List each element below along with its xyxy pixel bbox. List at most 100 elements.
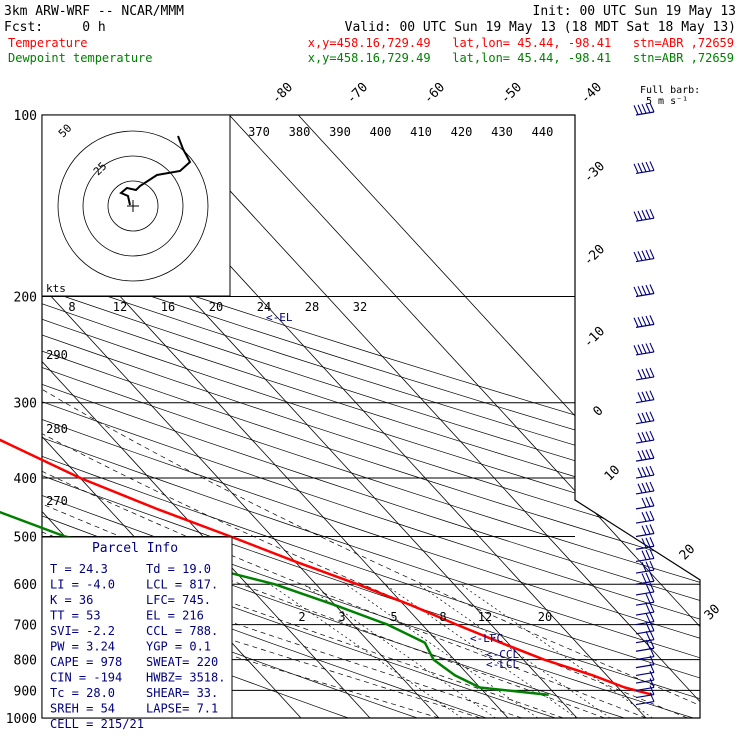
mixing-ratio-label: 12 [478, 610, 492, 624]
mixing-ratio-line [384, 583, 577, 718]
isotherm-line [228, 115, 700, 718]
dry-adiabat [42, 115, 700, 718]
mixing-ratio-line [460, 583, 653, 718]
barb-legend-title: Full barb: [640, 85, 700, 96]
theta-label: 370 [248, 125, 270, 139]
dewpoint-legend-label: Dewpoint temperature [8, 51, 153, 65]
wind-barb [633, 249, 655, 263]
theta-label: 270 [46, 494, 68, 508]
parcel-info-left: LI = -4.0 [50, 578, 115, 592]
isotherm-label: -60 [421, 80, 448, 107]
theta-label: 380 [289, 125, 311, 139]
wind-barb [635, 448, 655, 462]
hodograph-ring [82, 155, 184, 257]
isotherm-label: -70 [344, 80, 371, 107]
dewpoint-profile [0, 510, 549, 696]
dry-adiabat [42, 115, 700, 718]
mixing-ratio-line [417, 583, 611, 718]
theta-label: 410 [410, 125, 432, 139]
pressure-label: 800 [14, 654, 37, 669]
wind-barb [635, 537, 655, 550]
dry-adiabat [42, 115, 700, 718]
wind-barb [633, 284, 655, 298]
moist-adiabat [42, 296, 440, 718]
parcel-info-left: Tc = 28.0 [50, 686, 115, 700]
parcel-info-left: CAPE = 978 [50, 655, 122, 669]
parcel-info-left: PW = 3.24 [50, 640, 115, 654]
forecast-hour: Fcst: 0 h [4, 20, 106, 35]
dry-adiabat [42, 115, 700, 718]
parcel-info-left: CIN = -194 [50, 671, 122, 685]
parcel-info-right: LFC= 745. [146, 593, 211, 607]
mixing-ratio-label: 5 [390, 610, 397, 624]
theta-label: 290 [46, 348, 68, 362]
parcel-info-title: Parcel Info [92, 541, 178, 556]
dry-adiabat [42, 115, 700, 718]
isotherm-label: -80 [269, 80, 296, 107]
wind-barb [635, 692, 655, 706]
wind-barb [635, 572, 655, 585]
barb-legend-value: 5 m s⁻¹ [646, 96, 688, 107]
parcel-info-left: SREH = 54 [50, 702, 115, 716]
pressure-label: 300 [14, 397, 37, 412]
speed-axis-label: 16 [161, 300, 175, 314]
dry-adiabat [42, 115, 700, 718]
pressure-label: 1000 [6, 712, 37, 727]
theta-label: 390 [329, 125, 351, 139]
speed-axis-label: 28 [305, 300, 319, 314]
hodograph-ring [57, 130, 209, 282]
mixing-ratio-label: 20 [538, 610, 552, 624]
theta-label: 400 [370, 125, 392, 139]
parcel-info-left: T = 24.3 [50, 562, 108, 576]
mixing-ratio-line [269, 583, 463, 718]
isotherm-line [159, 115, 700, 718]
wind-barb [633, 102, 655, 116]
hodograph-units: kts [46, 282, 66, 295]
theta-label: 430 [491, 125, 513, 139]
model-title: 3km ARW-WRF -- NCAR/MMM [4, 4, 184, 19]
parcel-level-marker: <-LCL [486, 658, 519, 671]
pressure-label: 700 [14, 619, 37, 634]
mixing-ratio-line [345, 583, 538, 718]
mixing-ratio-label: 2 [298, 610, 305, 624]
parcel-info-right: SHEAR= 33. [146, 686, 218, 700]
wind-barb [635, 621, 655, 635]
mixing-ratio-label: 8 [439, 610, 446, 624]
isotherm-label: 10 [602, 463, 624, 485]
parcel-info-right: LCL = 817. [146, 578, 218, 592]
theta-label: 440 [532, 125, 554, 139]
pressure-label: 100 [14, 109, 37, 124]
dry-adiabat [42, 115, 700, 718]
theta-label: 280 [46, 422, 68, 436]
wind-barb [635, 390, 655, 404]
wind-barb [633, 342, 655, 356]
pressure-label: 200 [14, 291, 37, 306]
theta-label: 420 [451, 125, 473, 139]
isotherm-label: 30 [702, 602, 724, 624]
parcel-info-right: Td = 19.0 [146, 562, 211, 576]
wind-barb [635, 602, 655, 616]
speed-axis-label: 32 [353, 300, 367, 314]
pressure-label: 600 [14, 578, 37, 593]
parcel-info-left: SVI= -2.2 [50, 624, 115, 638]
isotherm-label: -20 [581, 242, 608, 269]
parcel-info-box [41, 536, 233, 719]
dewpoint-station-info: x,y=458.16,729.49 lat,lon= 45.44, -98.41… [308, 51, 734, 65]
dry-adiabat [42, 115, 700, 718]
isotherm-label: 0 [590, 403, 606, 419]
wind-barb [635, 430, 655, 444]
parcel-info-right: EL = 216 [146, 609, 204, 623]
speed-axis-label: 24 [257, 300, 271, 314]
dry-adiabat [42, 115, 700, 718]
wind-barb [635, 367, 655, 381]
wind-barb [635, 560, 655, 574]
dry-adiabat [42, 115, 700, 718]
hodograph-ring [107, 180, 159, 232]
pressure-label: 500 [14, 530, 37, 545]
isotherm-line [42, 115, 371, 718]
wind-barb [635, 411, 655, 425]
wind-barbs: Full barb:5 m s⁻¹ [633, 85, 700, 706]
wind-barb [635, 612, 655, 626]
